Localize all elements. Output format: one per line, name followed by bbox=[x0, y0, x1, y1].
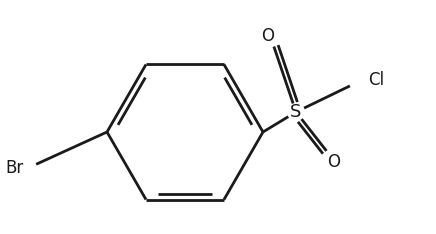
Text: O: O bbox=[262, 27, 275, 45]
Text: Br: Br bbox=[6, 159, 24, 177]
Text: O: O bbox=[327, 153, 341, 171]
Text: Cl: Cl bbox=[368, 71, 384, 89]
Text: S: S bbox=[290, 103, 302, 121]
